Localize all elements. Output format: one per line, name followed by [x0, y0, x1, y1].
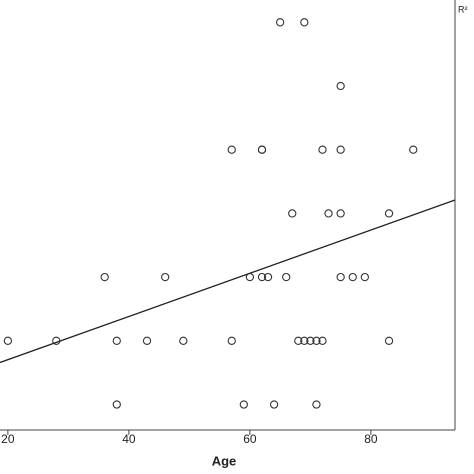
x-tick-label: 20 [1, 432, 15, 446]
point [179, 336, 188, 345]
point [257, 272, 267, 282]
point [275, 18, 285, 27]
point [312, 336, 321, 345]
point [282, 272, 291, 282]
point [142, 336, 152, 345]
x-axis-label: Age [212, 453, 237, 468]
fit-line [0, 199, 456, 364]
point [100, 272, 109, 282]
x-tick-label: 80 [364, 432, 378, 446]
point [112, 400, 121, 409]
annotation: R² [458, 4, 468, 14]
point [161, 272, 170, 282]
point [348, 272, 357, 282]
point [336, 209, 345, 218]
point [384, 336, 394, 345]
point [324, 209, 333, 218]
x-tick-label: 60 [243, 432, 257, 446]
point [360, 272, 369, 282]
point [409, 145, 418, 154]
point [384, 209, 394, 218]
point [306, 336, 315, 345]
point [269, 400, 279, 409]
point [300, 18, 309, 27]
point [263, 272, 273, 282]
point [336, 272, 345, 282]
point [336, 145, 345, 154]
point [336, 81, 345, 91]
point [318, 336, 327, 345]
point [239, 400, 248, 409]
point [3, 336, 13, 345]
point [294, 336, 303, 345]
point [257, 145, 267, 154]
point [312, 400, 321, 409]
point [300, 336, 309, 345]
x-tick-label: 40 [122, 432, 136, 446]
point [288, 209, 297, 218]
point [227, 336, 236, 345]
point [318, 145, 327, 154]
point [227, 145, 236, 154]
point [112, 336, 121, 345]
